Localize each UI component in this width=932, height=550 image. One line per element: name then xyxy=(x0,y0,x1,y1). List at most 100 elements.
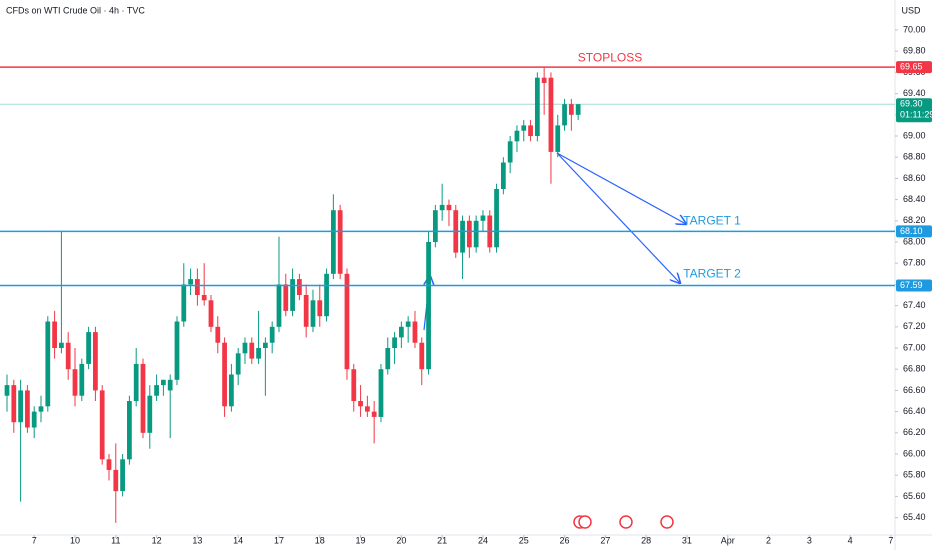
y-tick-label: 69.00 xyxy=(903,130,926,140)
candle-body xyxy=(507,141,513,163)
candle-body xyxy=(208,300,214,327)
candle-body xyxy=(154,385,159,396)
candle-body xyxy=(398,326,404,338)
candle-body xyxy=(120,459,125,492)
price-label-box xyxy=(896,225,932,238)
y-tick-label: 67.80 xyxy=(903,258,926,268)
candle-body xyxy=(283,284,289,311)
event-icon xyxy=(660,515,674,529)
candle-body xyxy=(113,469,119,492)
x-tick-label: 26 xyxy=(560,535,570,545)
candle-body xyxy=(140,363,146,433)
y-tick-label: 66.60 xyxy=(903,385,926,395)
y-tick-label: 66.20 xyxy=(903,427,926,437)
candle-body xyxy=(45,321,51,407)
y-tick-label: 66.00 xyxy=(903,448,926,458)
candle-body xyxy=(25,390,30,428)
x-tick-label: 18 xyxy=(315,535,325,545)
y-tick-label: 65.60 xyxy=(903,491,926,501)
candle-body xyxy=(256,348,261,359)
x-tick-label: 13 xyxy=(192,535,202,545)
candle-body xyxy=(521,125,527,131)
candle-body xyxy=(65,342,71,370)
candle-body xyxy=(419,342,425,370)
candle-body xyxy=(52,321,57,349)
candle-body xyxy=(93,332,98,391)
x-tick-label: 2 xyxy=(766,535,771,545)
y-tick-label: 69.40 xyxy=(903,88,926,98)
x-tick-label: 11 xyxy=(111,535,120,545)
price-label-box xyxy=(896,61,932,74)
x-tick-label: 7 xyxy=(888,535,893,545)
x-tick-label: 12 xyxy=(152,535,162,545)
candle-body xyxy=(106,459,112,470)
x-tick-label: 17 xyxy=(274,535,284,545)
candle-body xyxy=(405,321,411,327)
x-tick-label: 20 xyxy=(396,535,406,545)
arrow xyxy=(556,152,686,224)
countdown-label: 01:11:29 xyxy=(900,110,932,120)
event-icon xyxy=(578,515,592,529)
price-label: 67.59 xyxy=(900,280,923,290)
candle-body xyxy=(133,363,139,402)
level-name: TARGET 1 xyxy=(683,214,741,228)
candle-body xyxy=(528,125,533,137)
price-label-box xyxy=(896,279,932,292)
candle-body xyxy=(480,215,486,221)
price-label-box xyxy=(896,98,932,123)
x-tick-label: 25 xyxy=(519,535,529,545)
candle-body xyxy=(337,210,343,274)
x-tick-label: 28 xyxy=(641,535,651,545)
candle-body xyxy=(466,220,472,248)
y-tick-label: 67.00 xyxy=(903,342,926,352)
x-tick-label: 24 xyxy=(478,535,488,545)
level-name: TARGET 2 xyxy=(683,267,741,281)
candle-body xyxy=(494,189,499,248)
candle-body xyxy=(147,395,153,433)
candle-body xyxy=(249,342,255,359)
candle-body xyxy=(371,411,377,417)
annotations xyxy=(423,152,686,529)
candle-body xyxy=(310,300,316,327)
candle-body xyxy=(242,342,248,354)
candle-body xyxy=(127,401,132,460)
candle-body xyxy=(262,342,268,349)
candle-body xyxy=(31,411,37,428)
y-tick-label: 65.40 xyxy=(903,512,926,522)
candle-body xyxy=(38,406,44,412)
y-tick-label: 67.40 xyxy=(903,300,926,310)
x-tick-label: 27 xyxy=(600,535,610,545)
candle-body xyxy=(79,363,85,396)
x-tick-label: 21 xyxy=(437,535,447,545)
candle-body xyxy=(473,220,479,248)
candle-body xyxy=(514,130,520,142)
candle-body xyxy=(555,125,561,152)
price-label: 69.65 xyxy=(900,61,923,71)
candle-body xyxy=(201,295,207,301)
candle-body xyxy=(548,77,554,152)
y-tick-label: 70.00 xyxy=(903,24,926,34)
candle-body xyxy=(534,77,540,137)
candle-body xyxy=(18,390,23,423)
candle-body xyxy=(86,332,91,364)
y-tick-label: 66.40 xyxy=(903,406,926,416)
candle-body xyxy=(188,279,193,285)
candle-body xyxy=(72,369,78,396)
arrow xyxy=(556,152,680,283)
candle-body xyxy=(167,379,173,391)
candle-body xyxy=(568,104,574,115)
candle-body xyxy=(500,162,506,190)
candle-body xyxy=(222,342,227,407)
candle-body xyxy=(269,326,275,343)
candle-body xyxy=(562,104,567,126)
candle-body xyxy=(385,348,391,370)
candle-body xyxy=(392,337,397,349)
candle-body xyxy=(290,279,295,311)
candle-body xyxy=(364,406,370,412)
y-tick-label: 65.80 xyxy=(903,470,926,480)
candle-body xyxy=(59,342,64,349)
x-tick-label: Apr xyxy=(721,535,735,545)
event-icons xyxy=(573,515,674,529)
